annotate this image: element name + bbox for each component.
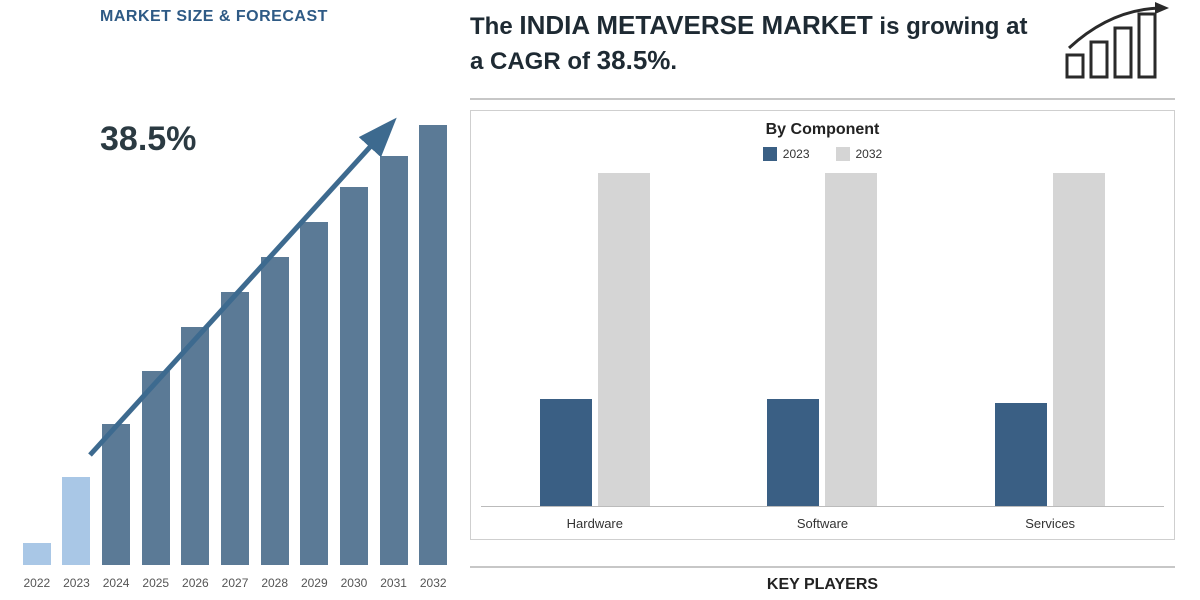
component-bar <box>540 399 592 506</box>
right-panel: The INDIA METAVERSE MARKET is growing at… <box>460 0 1190 600</box>
component-bar <box>995 403 1047 506</box>
component-category-label: Software <box>762 516 882 531</box>
component-grouped-bars <box>481 173 1164 507</box>
left-panel-title: MARKET SIZE & FORECAST <box>100 8 328 26</box>
forecast-year-label: 2027 <box>218 576 252 590</box>
component-bar-group <box>995 173 1105 506</box>
forecast-bar <box>99 125 133 565</box>
legend-label: 2023 <box>783 147 810 161</box>
forecast-year-label: 2022 <box>20 576 54 590</box>
headline-prefix: The <box>470 13 519 40</box>
forecast-bar <box>139 125 173 565</box>
forecast-bar <box>258 125 292 565</box>
legend-item: 2032 <box>836 147 883 161</box>
forecast-year-label: 2032 <box>416 576 450 590</box>
component-category-label: Services <box>990 516 1110 531</box>
legend-label: 2032 <box>856 147 883 161</box>
forecast-bar <box>297 125 331 565</box>
forecast-year-label: 2026 <box>179 576 213 590</box>
component-chart-title: By Component <box>471 111 1174 139</box>
growth-percentage-label: 38.5% <box>100 120 196 159</box>
headline-cagr: 38.5% <box>597 45 671 75</box>
legend-swatch <box>763 147 777 161</box>
forecast-bar <box>377 125 411 565</box>
forecast-year-label: 2023 <box>60 576 94 590</box>
headline-subject: INDIA METAVERSE MARKET <box>519 10 872 40</box>
component-x-axis-labels: Hardware Software Services <box>481 516 1164 531</box>
component-chart-panel: By Component 2023 2032 Hardware Software Se… <box>470 110 1175 540</box>
left-panel: MARKET SIZE & FORECAST 20222023202420252… <box>0 0 450 600</box>
legend-swatch <box>836 147 850 161</box>
forecast-x-axis-labels: 2022 2023 2024 2025 2026 2027 2028 2029 2030 2031… <box>20 576 450 590</box>
forecast-year-label: 2024 <box>99 576 133 590</box>
key-players-heading: KEY PLAYERS <box>470 566 1175 594</box>
component-category-label: Hardware <box>535 516 655 531</box>
forecast-bar-chart <box>20 125 450 565</box>
headline-suffix: . <box>670 48 677 75</box>
component-bar <box>825 173 877 506</box>
component-bar <box>598 173 650 506</box>
component-bar <box>767 399 819 506</box>
headline-text: The INDIA METAVERSE MARKET is growing at… <box>470 8 1030 79</box>
component-bar-group <box>540 173 650 506</box>
forecast-year-label: 2031 <box>377 576 411 590</box>
forecast-bar <box>416 125 450 565</box>
forecast-bar <box>337 125 371 565</box>
forecast-year-label: 2030 <box>337 576 371 590</box>
forecast-year-label: 2029 <box>297 576 331 590</box>
component-bar-group <box>767 173 877 506</box>
divider-line <box>470 98 1175 100</box>
component-bar <box>1053 173 1105 506</box>
forecast-bar <box>20 125 54 565</box>
forecast-bar <box>60 125 94 565</box>
component-chart-legend: 2023 2032 <box>471 139 1174 161</box>
mini-growth-chart-icon <box>1055 0 1175 80</box>
forecast-year-label: 2025 <box>139 576 173 590</box>
legend-item: 2023 <box>763 147 810 161</box>
forecast-bar <box>179 125 213 565</box>
forecast-bar <box>218 125 252 565</box>
forecast-year-label: 2028 <box>258 576 292 590</box>
